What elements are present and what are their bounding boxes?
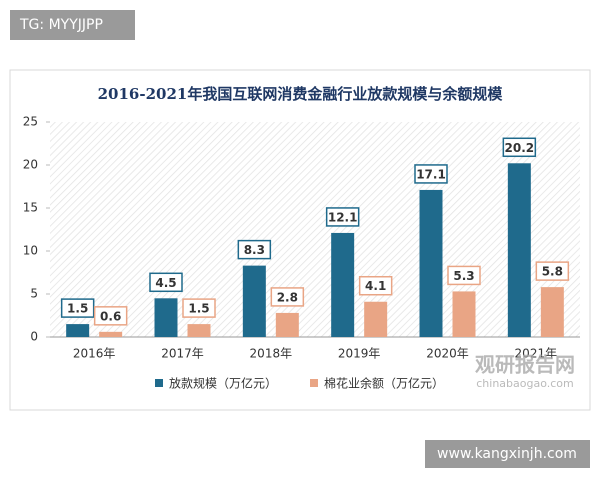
value-label-box	[149, 272, 183, 293]
legend-label: 放款规模（万亿元）	[169, 376, 277, 391]
bar	[99, 331, 123, 337]
legend-swatch	[155, 379, 163, 387]
value-label: 0.6	[100, 309, 121, 323]
value-label-box	[535, 261, 570, 281]
value-label: 17.1	[416, 167, 446, 181]
value-label-box	[237, 239, 272, 260]
bar	[540, 287, 564, 337]
bar	[452, 291, 476, 337]
watermark-url: chinabaogao.com	[476, 377, 574, 390]
bar	[507, 163, 531, 337]
value-label: 5.8	[542, 265, 563, 279]
x-tick-label: 2019年	[338, 347, 381, 361]
chart: 0 5 10 15 20 25 2016年 2017年 2018年 2019年 2020年 2021年…	[23, 115, 580, 391]
bar	[187, 324, 211, 337]
value-label-box	[447, 265, 481, 286]
plot-area	[50, 122, 580, 337]
value-label-box	[93, 306, 128, 326]
bar	[66, 324, 90, 337]
y-tick-label: 15	[23, 201, 38, 215]
value-label-box	[358, 275, 393, 296]
watermark-text: www.kangxinjh.com	[437, 446, 577, 462]
value-label-box	[182, 298, 216, 318]
watermark-box	[425, 440, 590, 468]
value-label: 8.3	[244, 243, 265, 257]
bar	[154, 298, 178, 337]
value-label: 4.5	[155, 276, 176, 290]
value-label-box	[502, 137, 537, 158]
y-tick-label: 0	[30, 330, 38, 344]
value-label: 12.1	[328, 210, 358, 224]
legend-label: 棉花业余额（万亿元）	[324, 376, 444, 391]
watermark-text: TG: MYYJJPP	[19, 17, 103, 33]
watermark-box	[10, 10, 135, 40]
x-tick-label: 2018年	[250, 347, 293, 361]
bar	[242, 265, 266, 337]
y-tick-label: 20	[23, 158, 38, 172]
bar	[419, 189, 443, 337]
value-label: 1.5	[188, 302, 209, 316]
value-label-box	[414, 164, 448, 184]
value-label-box	[270, 287, 305, 307]
x-tick-label: 2020年	[426, 347, 469, 361]
value-label: 4.1	[365, 279, 386, 293]
x-tick-label: 2021年	[515, 347, 558, 361]
x-tick-label: 2016年	[73, 347, 116, 361]
value-label: 2.8	[277, 290, 298, 304]
value-label: 5.3	[453, 269, 474, 283]
bar	[275, 312, 299, 337]
bar	[331, 232, 355, 337]
legend-swatch	[310, 379, 318, 387]
y-tick-label: 5	[30, 287, 38, 301]
value-label: 20.2	[505, 141, 535, 155]
value-label-box	[60, 298, 95, 318]
x-tick-label: 2017年	[161, 347, 204, 361]
y-tick-label: 25	[23, 115, 38, 129]
bar	[364, 301, 388, 337]
watermark-logo: 观研报告网	[475, 353, 575, 377]
value-label: 1.5	[67, 302, 88, 316]
chart-title: 2016-2021年我国互联网消费金融行业放款规模与余额规模	[98, 85, 504, 103]
value-label-box	[325, 207, 360, 227]
y-tick-label: 10	[23, 244, 38, 258]
